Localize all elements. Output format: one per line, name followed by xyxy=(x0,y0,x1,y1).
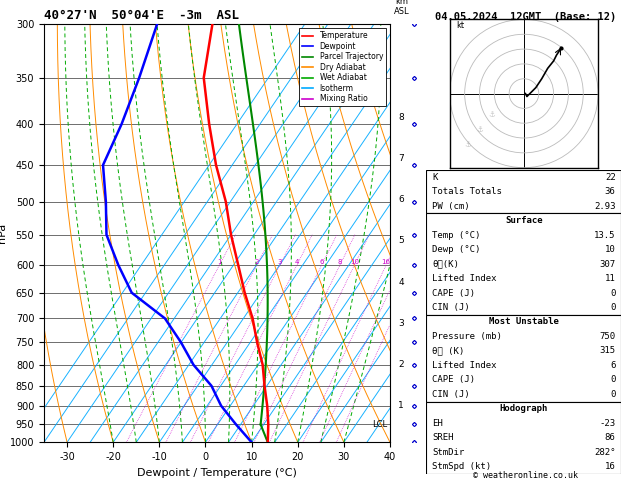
Legend: Temperature, Dewpoint, Parcel Trajectory, Dry Adiabat, Wet Adiabat, Isotherm, Mi: Temperature, Dewpoint, Parcel Trajectory… xyxy=(299,28,386,106)
Text: 750: 750 xyxy=(599,332,616,341)
Text: θᴇ (K): θᴇ (K) xyxy=(432,347,465,355)
Text: 22: 22 xyxy=(605,173,616,182)
Text: 6: 6 xyxy=(320,259,324,265)
Text: 86: 86 xyxy=(605,433,616,442)
Text: Pressure (mb): Pressure (mb) xyxy=(432,332,502,341)
Text: 2: 2 xyxy=(255,259,259,265)
Text: 0: 0 xyxy=(610,375,616,384)
Text: Temp (°C): Temp (°C) xyxy=(432,231,481,240)
Text: 1: 1 xyxy=(217,259,222,265)
Text: Hodograph: Hodograph xyxy=(500,404,548,413)
Text: 315: 315 xyxy=(599,347,616,355)
Text: 4: 4 xyxy=(399,278,404,287)
Text: CAPE (J): CAPE (J) xyxy=(432,375,476,384)
Text: 8: 8 xyxy=(338,259,342,265)
Text: km
ASL: km ASL xyxy=(394,0,409,16)
Text: StmDir: StmDir xyxy=(432,448,465,457)
Text: 0: 0 xyxy=(610,390,616,399)
Bar xyxy=(426,401,621,474)
Text: 0: 0 xyxy=(610,289,616,297)
X-axis label: Dewpoint / Temperature (°C): Dewpoint / Temperature (°C) xyxy=(137,468,297,478)
Text: 2.93: 2.93 xyxy=(594,202,616,211)
Text: ⚓: ⚓ xyxy=(465,140,472,149)
Y-axis label: hPa: hPa xyxy=(0,223,7,243)
Text: CIN (J): CIN (J) xyxy=(432,303,470,312)
Text: 1: 1 xyxy=(398,401,404,410)
Text: ⚓: ⚓ xyxy=(477,125,484,134)
Text: CAPE (J): CAPE (J) xyxy=(432,289,476,297)
Text: CIN (J): CIN (J) xyxy=(432,390,470,399)
Text: 6: 6 xyxy=(610,361,616,370)
Text: PW (cm): PW (cm) xyxy=(432,202,470,211)
Text: Totals Totals: Totals Totals xyxy=(432,187,502,196)
Text: 40°27'N  50°04'E  -3m  ASL: 40°27'N 50°04'E -3m ASL xyxy=(44,9,239,22)
Text: 04.05.2024  12GMT  (Base: 12): 04.05.2024 12GMT (Base: 12) xyxy=(435,12,616,22)
Text: 8: 8 xyxy=(398,113,404,122)
Bar xyxy=(426,315,621,401)
Text: K: K xyxy=(432,173,438,182)
Text: EH: EH xyxy=(432,419,443,428)
Text: ⚓: ⚓ xyxy=(488,110,495,119)
Text: 11: 11 xyxy=(605,274,616,283)
Text: 10: 10 xyxy=(350,259,359,265)
Bar xyxy=(426,213,621,315)
Text: 36: 36 xyxy=(605,187,616,196)
Bar xyxy=(426,170,621,213)
Text: Lifted Index: Lifted Index xyxy=(432,361,497,370)
Text: StmSpd (kt): StmSpd (kt) xyxy=(432,462,491,471)
Text: 16: 16 xyxy=(605,462,616,471)
Text: 3: 3 xyxy=(398,319,404,328)
Text: 0: 0 xyxy=(610,303,616,312)
Text: 7: 7 xyxy=(398,154,404,163)
Text: 6: 6 xyxy=(398,195,404,204)
Text: -23: -23 xyxy=(599,419,616,428)
Text: 16: 16 xyxy=(382,259,391,265)
Text: Lifted Index: Lifted Index xyxy=(432,274,497,283)
Text: 4: 4 xyxy=(295,259,299,265)
Text: Dewp (°C): Dewp (°C) xyxy=(432,245,481,254)
Text: 5: 5 xyxy=(398,236,404,245)
Text: 282°: 282° xyxy=(594,448,616,457)
Text: kt: kt xyxy=(456,21,464,30)
Text: θᴇ(K): θᴇ(K) xyxy=(432,260,459,269)
Text: Surface: Surface xyxy=(505,216,543,225)
Text: 3: 3 xyxy=(278,259,282,265)
Text: 2: 2 xyxy=(399,360,404,369)
Text: Most Unstable: Most Unstable xyxy=(489,317,559,327)
Text: 307: 307 xyxy=(599,260,616,269)
Text: SREH: SREH xyxy=(432,433,454,442)
Text: © weatheronline.co.uk: © weatheronline.co.uk xyxy=(473,471,577,480)
Text: 10: 10 xyxy=(605,245,616,254)
Text: 13.5: 13.5 xyxy=(594,231,616,240)
Text: LCL: LCL xyxy=(372,420,387,429)
